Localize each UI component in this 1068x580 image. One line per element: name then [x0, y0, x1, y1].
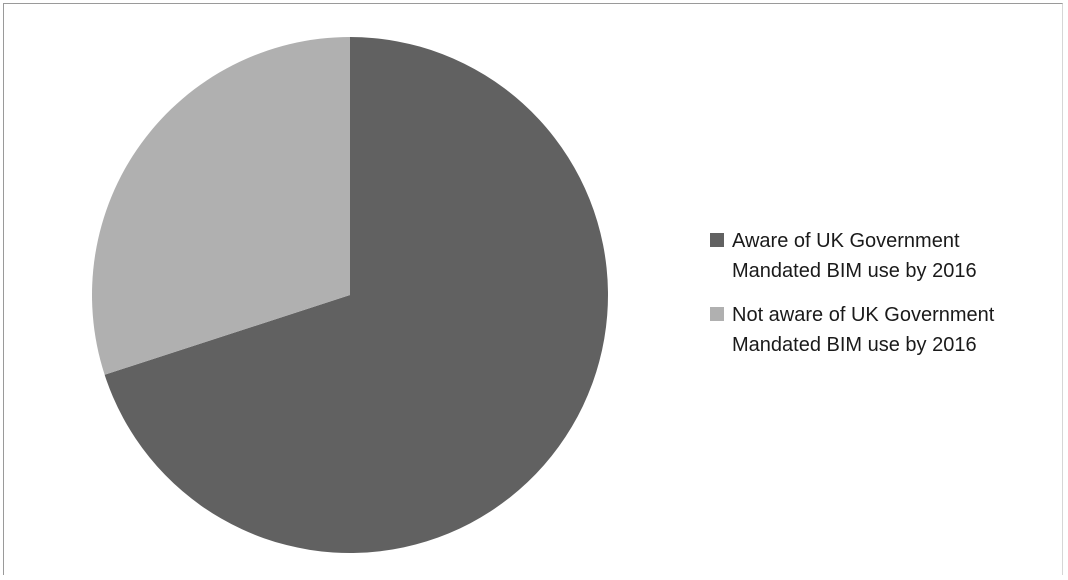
legend-item-aware: Aware of UK Government Mandated BIM use … [710, 226, 1060, 286]
pie-slice-aware [104, 37, 608, 553]
pie-slice-not-aware [91, 37, 350, 375]
legend-swatch-aware [710, 233, 724, 247]
legend-label-aware: Aware of UK Government Mandated BIM use … [732, 230, 977, 282]
legend-swatch-not-aware [710, 307, 724, 321]
pie-chart [91, 37, 608, 553]
legend-item-not-aware: Not aware of UK Government Mandated BIM … [710, 300, 1060, 360]
legend-label-not-aware: Not aware of UK Government Mandated BIM … [732, 304, 995, 356]
chart-area: Aware of UK Government Mandated BIM use … [3, 3, 1063, 575]
chart-legend: Aware of UK Government Mandated BIM use … [710, 226, 1060, 374]
